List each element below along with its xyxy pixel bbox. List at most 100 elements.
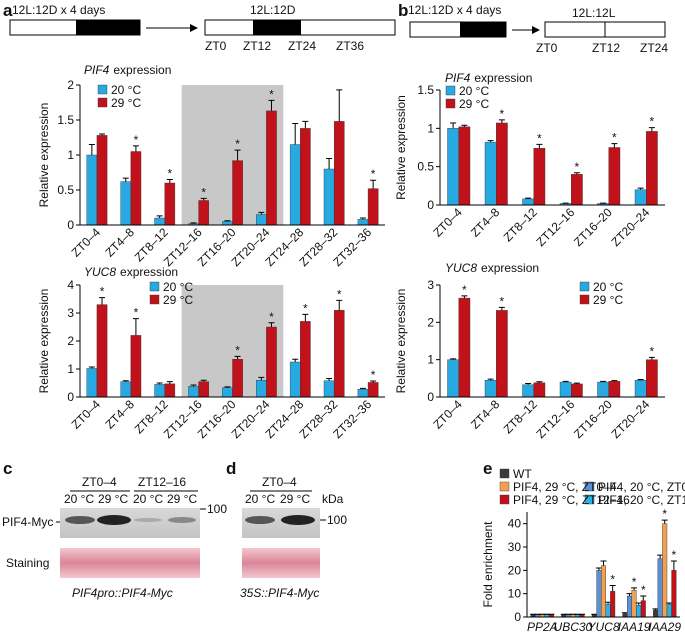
- error-bar: [336, 300, 342, 310]
- temp: 20 °C: [133, 492, 163, 506]
- band: [168, 517, 196, 523]
- bar: [256, 380, 266, 397]
- x-tick-label: ZT4–8: [468, 205, 503, 240]
- bar: [87, 155, 97, 225]
- bar: [121, 382, 131, 397]
- band: [65, 516, 95, 524]
- bar: [358, 219, 368, 225]
- marker: 100: [327, 513, 347, 527]
- error-bar: [326, 379, 332, 381]
- error-bar: [601, 561, 607, 566]
- scheme: 12L:12D x 4 days 12L:12L ZT0 ZT12 ZT24: [408, 3, 668, 55]
- legend-label: 29 °C: [163, 293, 193, 307]
- bar: [300, 321, 310, 397]
- legend-swatch: [446, 86, 455, 95]
- legend-swatch: [98, 85, 107, 94]
- bar: [233, 161, 243, 225]
- blot-c: ZT0–4 ZT12–16 20 °C 29 °C 20 °C 29 °C PI…: [2, 475, 227, 600]
- bar: [534, 148, 545, 205]
- legend-label: 20 °C: [459, 84, 489, 98]
- band: [245, 516, 275, 524]
- y-tick-label: 20: [508, 563, 522, 577]
- bar: [598, 382, 609, 397]
- legend-swatch: [500, 469, 509, 478]
- y-tick-label: 2: [67, 78, 74, 92]
- legend-label: 29 °C: [593, 293, 623, 307]
- bar: [324, 169, 334, 225]
- error-bar: [671, 561, 677, 570]
- band: [281, 515, 315, 525]
- bar: [290, 145, 300, 226]
- group-label: ZT12–16: [138, 475, 186, 489]
- y-tick-label: 1: [427, 121, 434, 135]
- y-tick-label: 1.5: [57, 113, 74, 127]
- zt: ZT12: [243, 39, 271, 53]
- legend-label: 20 °C: [163, 280, 193, 294]
- significance: *: [650, 115, 655, 129]
- dark-period: [76, 20, 140, 35]
- significance: *: [672, 548, 677, 562]
- temp: 29 °C: [98, 492, 128, 506]
- axes: [440, 285, 665, 397]
- bar: [97, 135, 107, 225]
- caption: PIF4pro::PIF4-Myc: [72, 586, 173, 600]
- significance: *: [612, 131, 617, 145]
- zt: ZT12: [592, 41, 620, 55]
- error-bar: [488, 141, 494, 143]
- title-text: expression: [120, 265, 178, 279]
- staining: [60, 548, 200, 578]
- scheme-text: 12L:12D x 4 days: [408, 3, 501, 17]
- significance: *: [662, 507, 667, 521]
- y-tick-label: 0: [427, 390, 434, 404]
- error-bar: [89, 367, 95, 368]
- bar: [658, 559, 663, 617]
- bar: [188, 386, 198, 397]
- bar: [155, 218, 165, 225]
- y-tick-label: 1: [67, 148, 74, 162]
- bar: [131, 335, 141, 397]
- y-tick-label: 0: [514, 610, 521, 624]
- bar: [266, 327, 276, 397]
- bar: [334, 310, 344, 397]
- error-bar: [292, 359, 298, 362]
- significance: *: [303, 301, 308, 315]
- error-bar: [167, 382, 173, 384]
- y-tick-label: 3: [67, 306, 74, 320]
- significance: *: [500, 107, 505, 121]
- bar: [485, 380, 496, 397]
- bar: [266, 111, 276, 225]
- bar: [233, 359, 243, 397]
- significance: *: [632, 575, 637, 589]
- bar: [610, 591, 615, 617]
- error-bar: [370, 180, 376, 188]
- bar: [222, 222, 232, 226]
- y-tick-label: 0.5: [417, 160, 434, 174]
- arrow-head: [532, 26, 540, 34]
- bar: [131, 152, 141, 226]
- error-bar: [157, 383, 163, 384]
- bar: [653, 610, 658, 617]
- error-bar: [461, 125, 467, 127]
- x-tick-label: IAA29: [648, 620, 681, 634]
- error-bar: [157, 216, 163, 218]
- y-axis-label: Relative expression: [394, 95, 408, 200]
- y-tick-label: 40: [508, 517, 522, 531]
- significance: *: [500, 294, 505, 308]
- y-axis-label: Relative expression: [37, 289, 51, 394]
- error-bar: [99, 298, 105, 305]
- bar: [165, 384, 175, 397]
- bar: [571, 384, 582, 397]
- y-axis-label: Relative expression: [394, 289, 408, 394]
- scheme-text: 12L:12D: [250, 3, 296, 17]
- legend-swatch: [500, 495, 509, 504]
- x-tick-label: ZT4–8: [468, 397, 503, 432]
- arrow-head: [190, 24, 198, 32]
- significance: *: [537, 131, 542, 145]
- bar: [667, 604, 672, 617]
- bar: [672, 570, 677, 617]
